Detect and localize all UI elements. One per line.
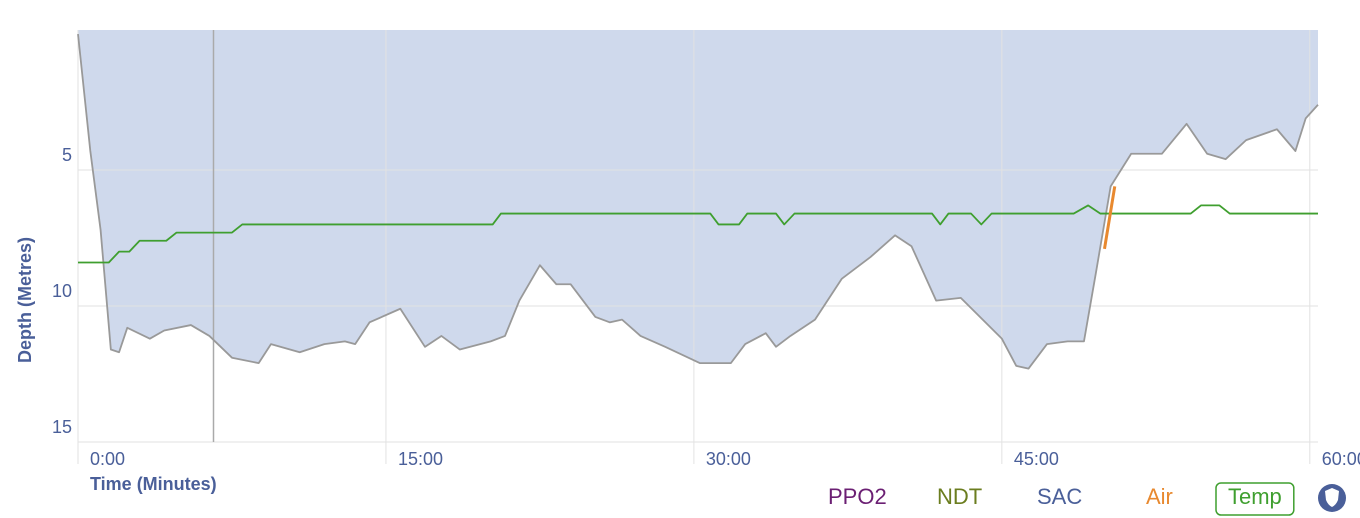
y-tick-label: 15: [52, 417, 72, 437]
y-tick-label: 5: [62, 145, 72, 165]
area-fill: [78, 30, 1318, 369]
x-tick-label: 0:00: [90, 449, 125, 469]
legend-active-box: [1215, 482, 1295, 516]
legend-item[interactable]: PPO2: [828, 484, 887, 509]
x-tick-label: 60:00: [1322, 449, 1360, 469]
legend-item[interactable]: NDT: [937, 484, 982, 509]
series-line: [1103, 186, 1117, 250]
legend-item[interactable]: SAC: [1037, 484, 1082, 509]
x-tick-label: 15:00: [398, 449, 443, 469]
x-tick-label: 45:00: [1014, 449, 1059, 469]
series-line: [77, 33, 1319, 370]
y-axis-title: Depth (Metres): [15, 237, 35, 363]
icon-shape[interactable]: [1325, 488, 1339, 507]
series-line: [78, 204, 1318, 264]
x-axis-title: Time (Minutes): [90, 474, 217, 494]
y-tick-label: 10: [52, 281, 72, 301]
shield-icon[interactable]: [1318, 484, 1346, 512]
legend-item[interactable]: Air: [1146, 484, 1173, 509]
legend-item[interactable]: Temp: [1228, 484, 1282, 509]
x-tick-label: 30:00: [706, 449, 751, 469]
